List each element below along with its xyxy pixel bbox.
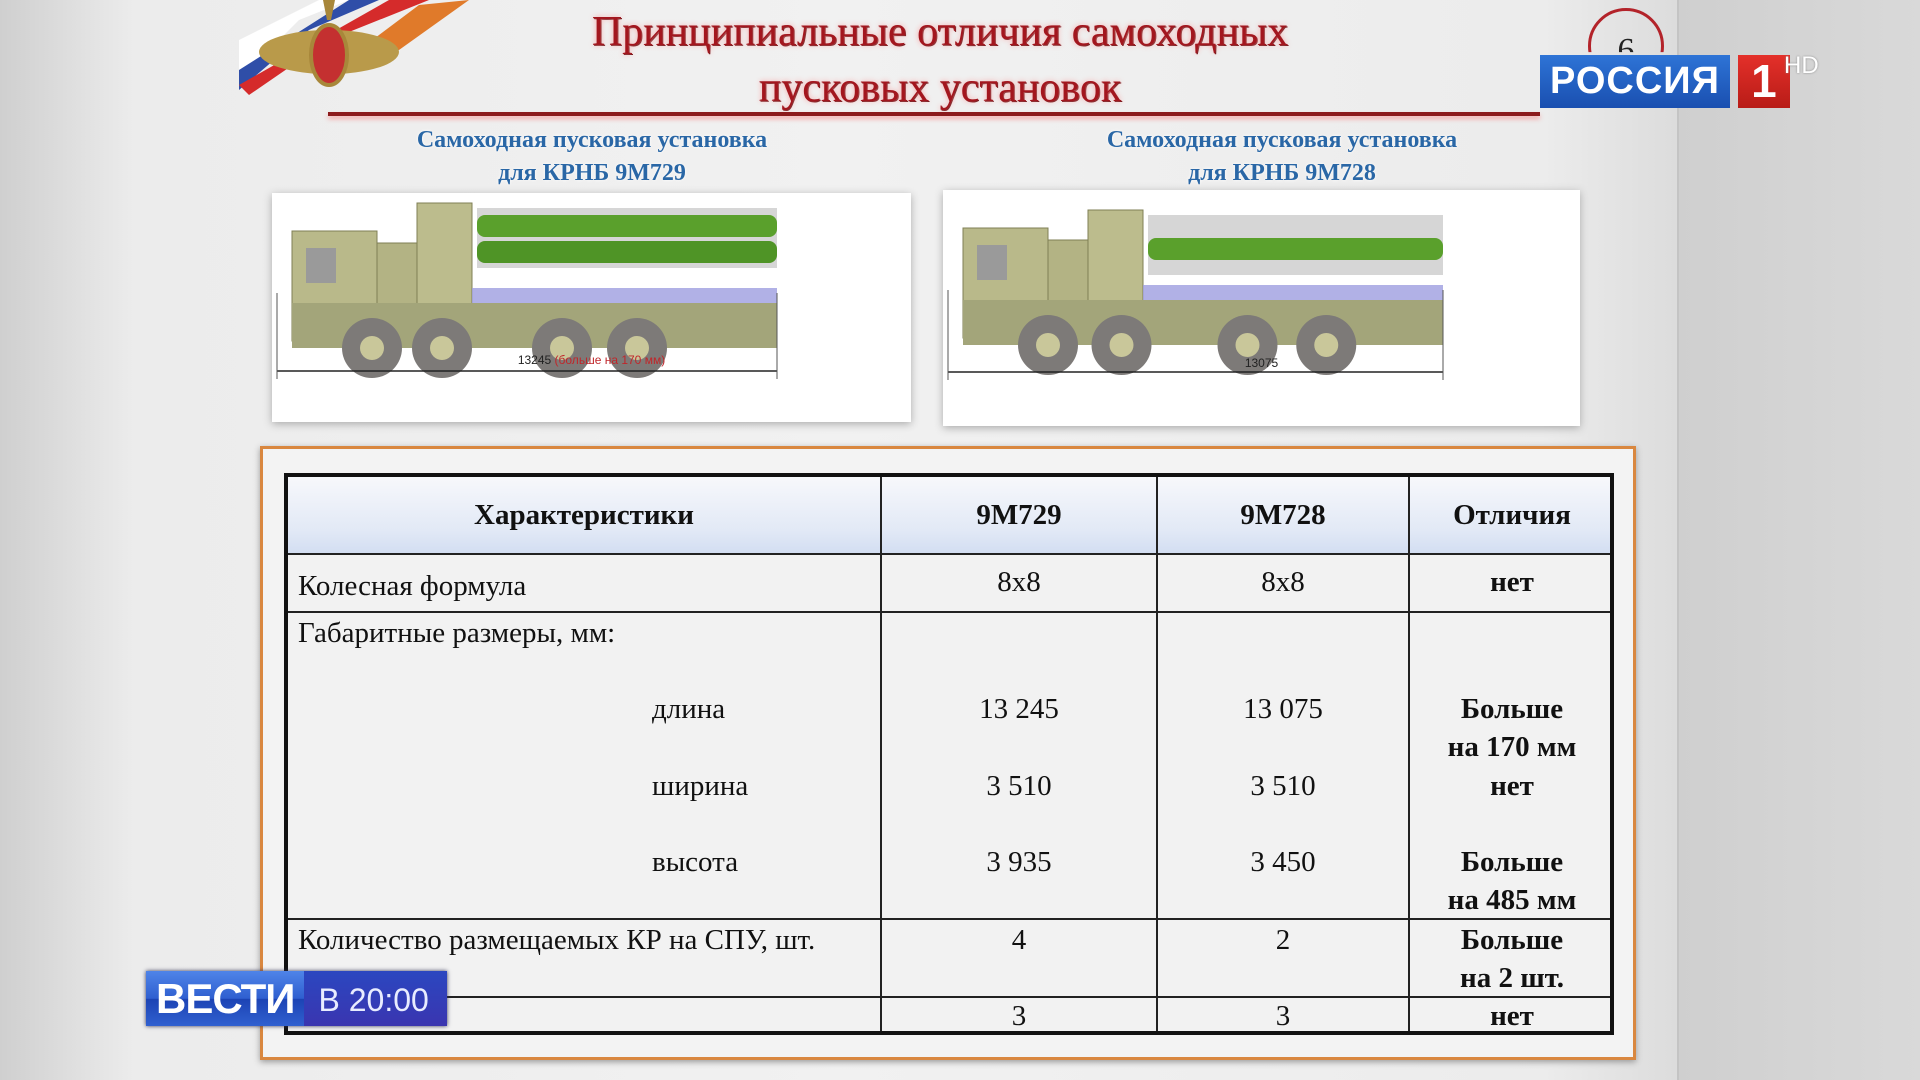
- height-9m729: 3 935: [986, 846, 1052, 878]
- length-9m729: 13 245: [979, 693, 1059, 725]
- height-diff-line1: Больше: [1460, 846, 1564, 878]
- length-diff-line2: на 170 мм: [1447, 731, 1577, 763]
- missiles-9m728: 2: [1275, 924, 1291, 956]
- left-caption: Самоходная пусковая установка для КРНБ 9…: [272, 124, 912, 190]
- truck-drawing: [276, 202, 778, 379]
- missiles-diff-line1: Больше: [1460, 924, 1564, 956]
- wheel-hub: [1235, 333, 1260, 357]
- height-diff-line2: на 485 мм: [1447, 884, 1577, 916]
- missiles-label: Количество размещаемых КР на СПУ, шт.: [298, 924, 816, 956]
- dims-label: Габаритные размеры, мм:: [298, 617, 616, 649]
- left-caption-line2: для КРНБ 9М729: [498, 160, 686, 186]
- width-diff: нет: [1490, 770, 1534, 802]
- wheel-hub: [430, 336, 454, 360]
- comparison-table: Характеристики 9М729 9М728 Отличия Колес…: [284, 473, 1614, 1035]
- table-header: [288, 477, 1610, 553]
- missile-tube: [477, 241, 777, 263]
- length-value: 13245: [517, 353, 552, 367]
- last-diff: нет: [1490, 1000, 1534, 1032]
- title-divider: [328, 112, 1540, 116]
- slide-title-line1: Принципиальные отличия самоходных: [591, 9, 1289, 55]
- launcher-9m729-image: 13245 (больше на 170 мм): [272, 193, 911, 422]
- program-logo: ВЕСТИ В 20:00: [146, 971, 447, 1026]
- header-9m728: 9М728: [1240, 499, 1326, 531]
- length-label: длина: [652, 693, 726, 725]
- length-9m728: 13 075: [1243, 693, 1323, 725]
- right-caption-line2: для КРНБ 9М728: [1188, 160, 1376, 186]
- wheel-hub: [625, 336, 649, 360]
- width-label: ширина: [652, 770, 749, 802]
- width-9m729: 3 510: [986, 770, 1052, 802]
- length-label: 13245 (больше на 170 мм): [272, 353, 911, 367]
- wheel-hub: [360, 336, 384, 360]
- length-value: 13075: [1244, 356, 1279, 370]
- wheel-9m728: 8x8: [1261, 566, 1305, 598]
- header-differences: Отличия: [1453, 499, 1571, 531]
- last-9m729: 3: [1011, 1000, 1027, 1032]
- height-label: высота: [652, 846, 739, 878]
- wheel-hub: [1036, 333, 1060, 357]
- wheel-label: Колесная формула: [298, 570, 527, 602]
- program-time: В 20:00: [304, 971, 447, 1026]
- wheel-diff: нет: [1490, 566, 1534, 598]
- left-caption-line1: Самоходная пусковая установка: [416, 127, 768, 153]
- missile-tube: [1148, 238, 1443, 260]
- truck-module: [416, 202, 473, 314]
- length-note: (больше на 170 мм): [554, 353, 666, 367]
- length-diff-line1: Больше: [1460, 693, 1564, 725]
- missile-tube: [477, 215, 777, 237]
- channel-logo: РОССИЯ 1: [1540, 55, 1790, 108]
- truck-window: [306, 248, 336, 283]
- program-name: ВЕСТИ: [146, 971, 305, 1026]
- height-9m728: 3 450: [1250, 846, 1316, 878]
- hd-badge: HD: [1784, 52, 1819, 79]
- wheel-hub: [550, 336, 574, 360]
- channel-name: РОССИЯ: [1540, 55, 1730, 108]
- header-9m729: 9М729: [976, 499, 1062, 531]
- slide-title-line2: пусковых установок: [758, 65, 1122, 111]
- header-characteristics: Характеристики: [474, 499, 694, 531]
- truck-window: [977, 245, 1007, 280]
- right-caption-line1: Самоходная пусковая установка: [1106, 127, 1458, 153]
- missiles-9m729: 4: [1011, 924, 1027, 956]
- length-label: 13075: [943, 356, 1580, 370]
- wheel-9m729: 8x8: [997, 566, 1041, 598]
- ministry-emblem-logo: [239, 0, 469, 95]
- side-background: [1677, 0, 1920, 1080]
- wheel-hub: [1314, 333, 1339, 357]
- launcher-9m728-image: 13075: [943, 190, 1580, 426]
- wheel-hub: [1109, 333, 1134, 357]
- channel-number: 1: [1737, 55, 1790, 108]
- truck-drawing: [947, 209, 1444, 380]
- right-caption: Самоходная пусковая установка для КРНБ 9…: [962, 124, 1602, 190]
- missiles-diff-line2: на 2 шт.: [1459, 962, 1564, 994]
- last-9m728: 3: [1275, 1000, 1291, 1032]
- width-9m728: 3 510: [1250, 770, 1316, 802]
